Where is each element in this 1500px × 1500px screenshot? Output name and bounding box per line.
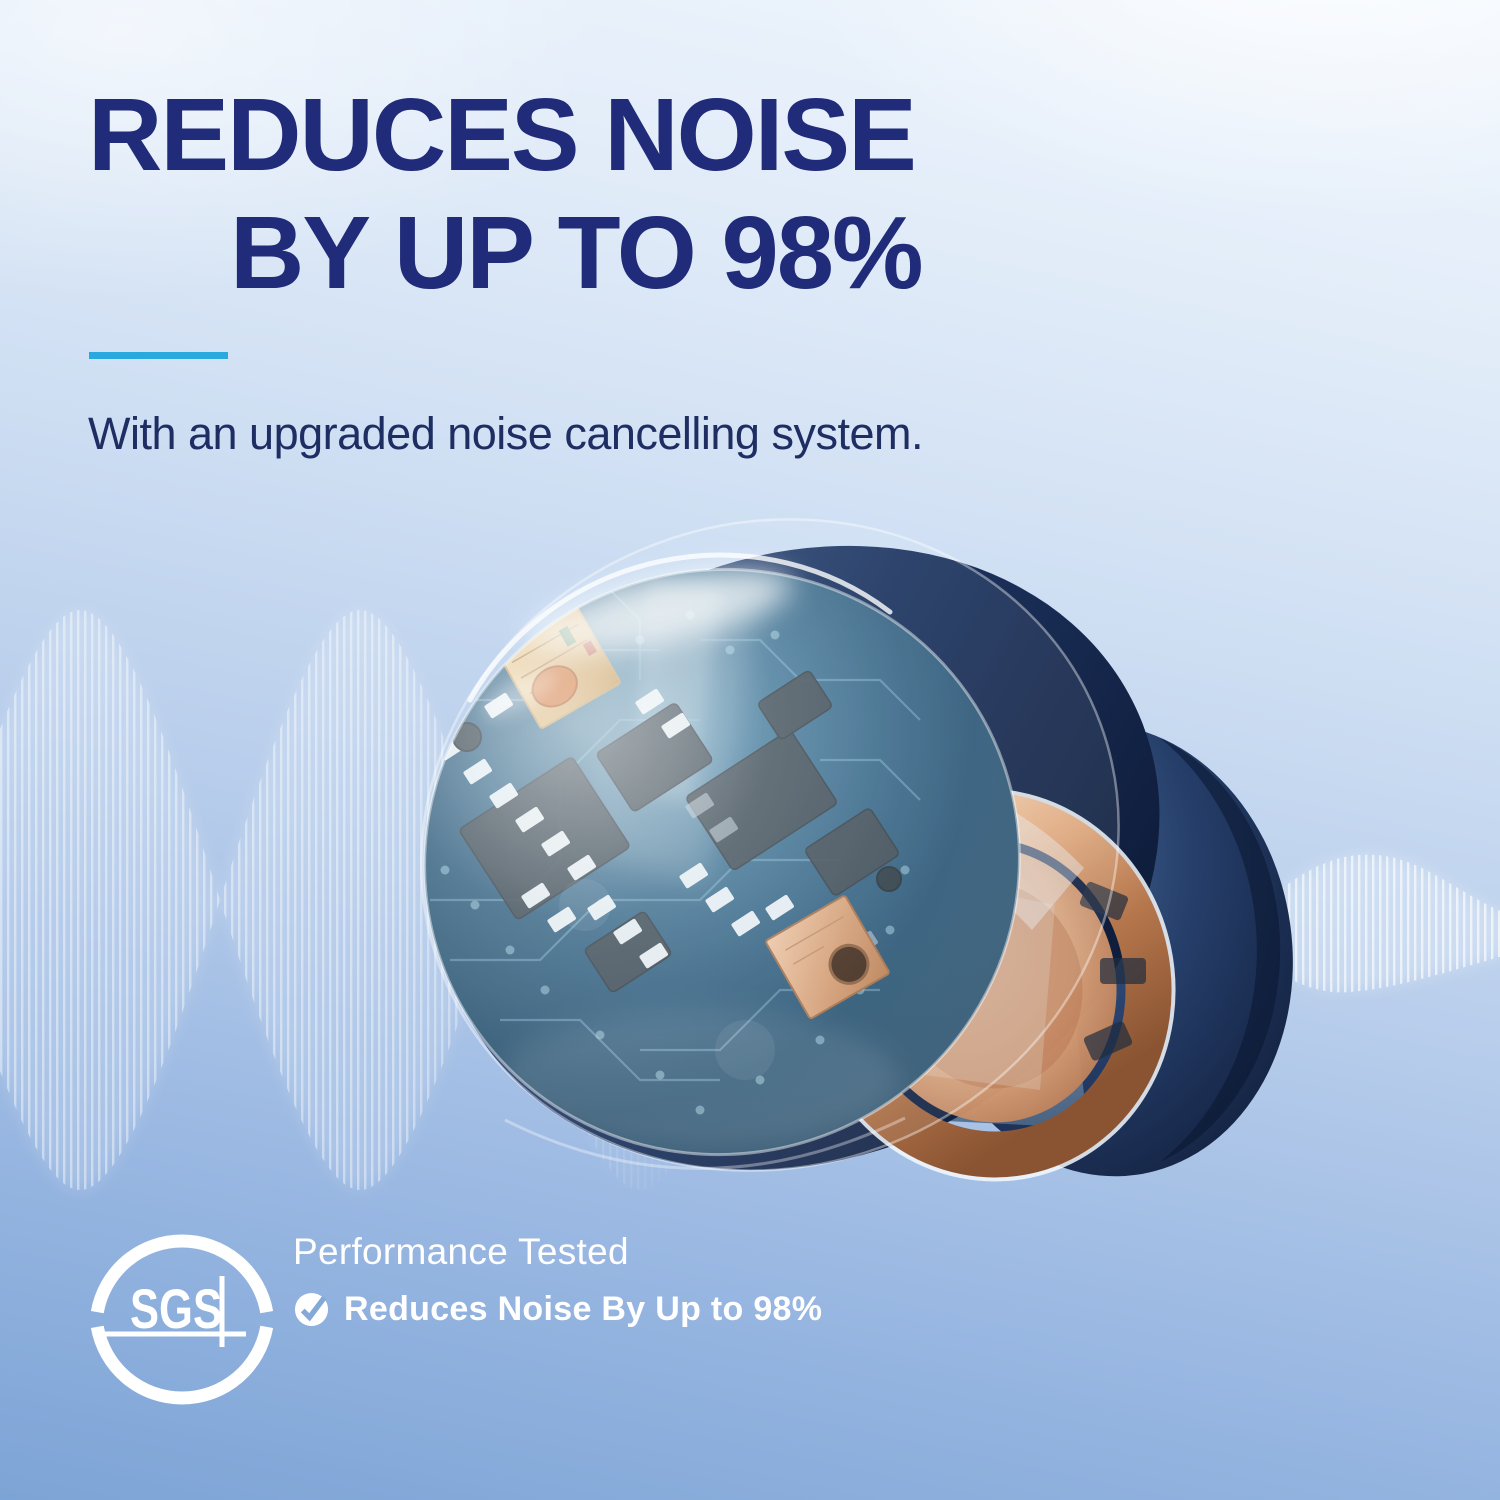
certification-title: Performance Tested <box>293 1231 629 1272</box>
sgs-logo-text: SGS <box>130 1277 222 1340</box>
check-icon <box>294 1292 329 1327</box>
accent-divider <box>89 352 228 359</box>
certification-claim: Reduces Noise By Up to 98% <box>344 1290 823 1328</box>
subtitle: With an upgraded noise cancelling system… <box>88 408 923 459</box>
certification-block: SGS Performance Tested Reduces Noise By … <box>89 1219 822 1405</box>
sgs-logo: SGS <box>90 1234 274 1405</box>
headline: REDUCES NOISE BY UP TO 98% <box>88 76 924 312</box>
headline-line-2: BY UP TO 98% <box>230 195 924 310</box>
headline-line-1: REDUCES NOISE <box>88 77 917 192</box>
glass-dome <box>420 518 1120 1172</box>
sound-wave-pattern-right <box>1235 854 1500 993</box>
